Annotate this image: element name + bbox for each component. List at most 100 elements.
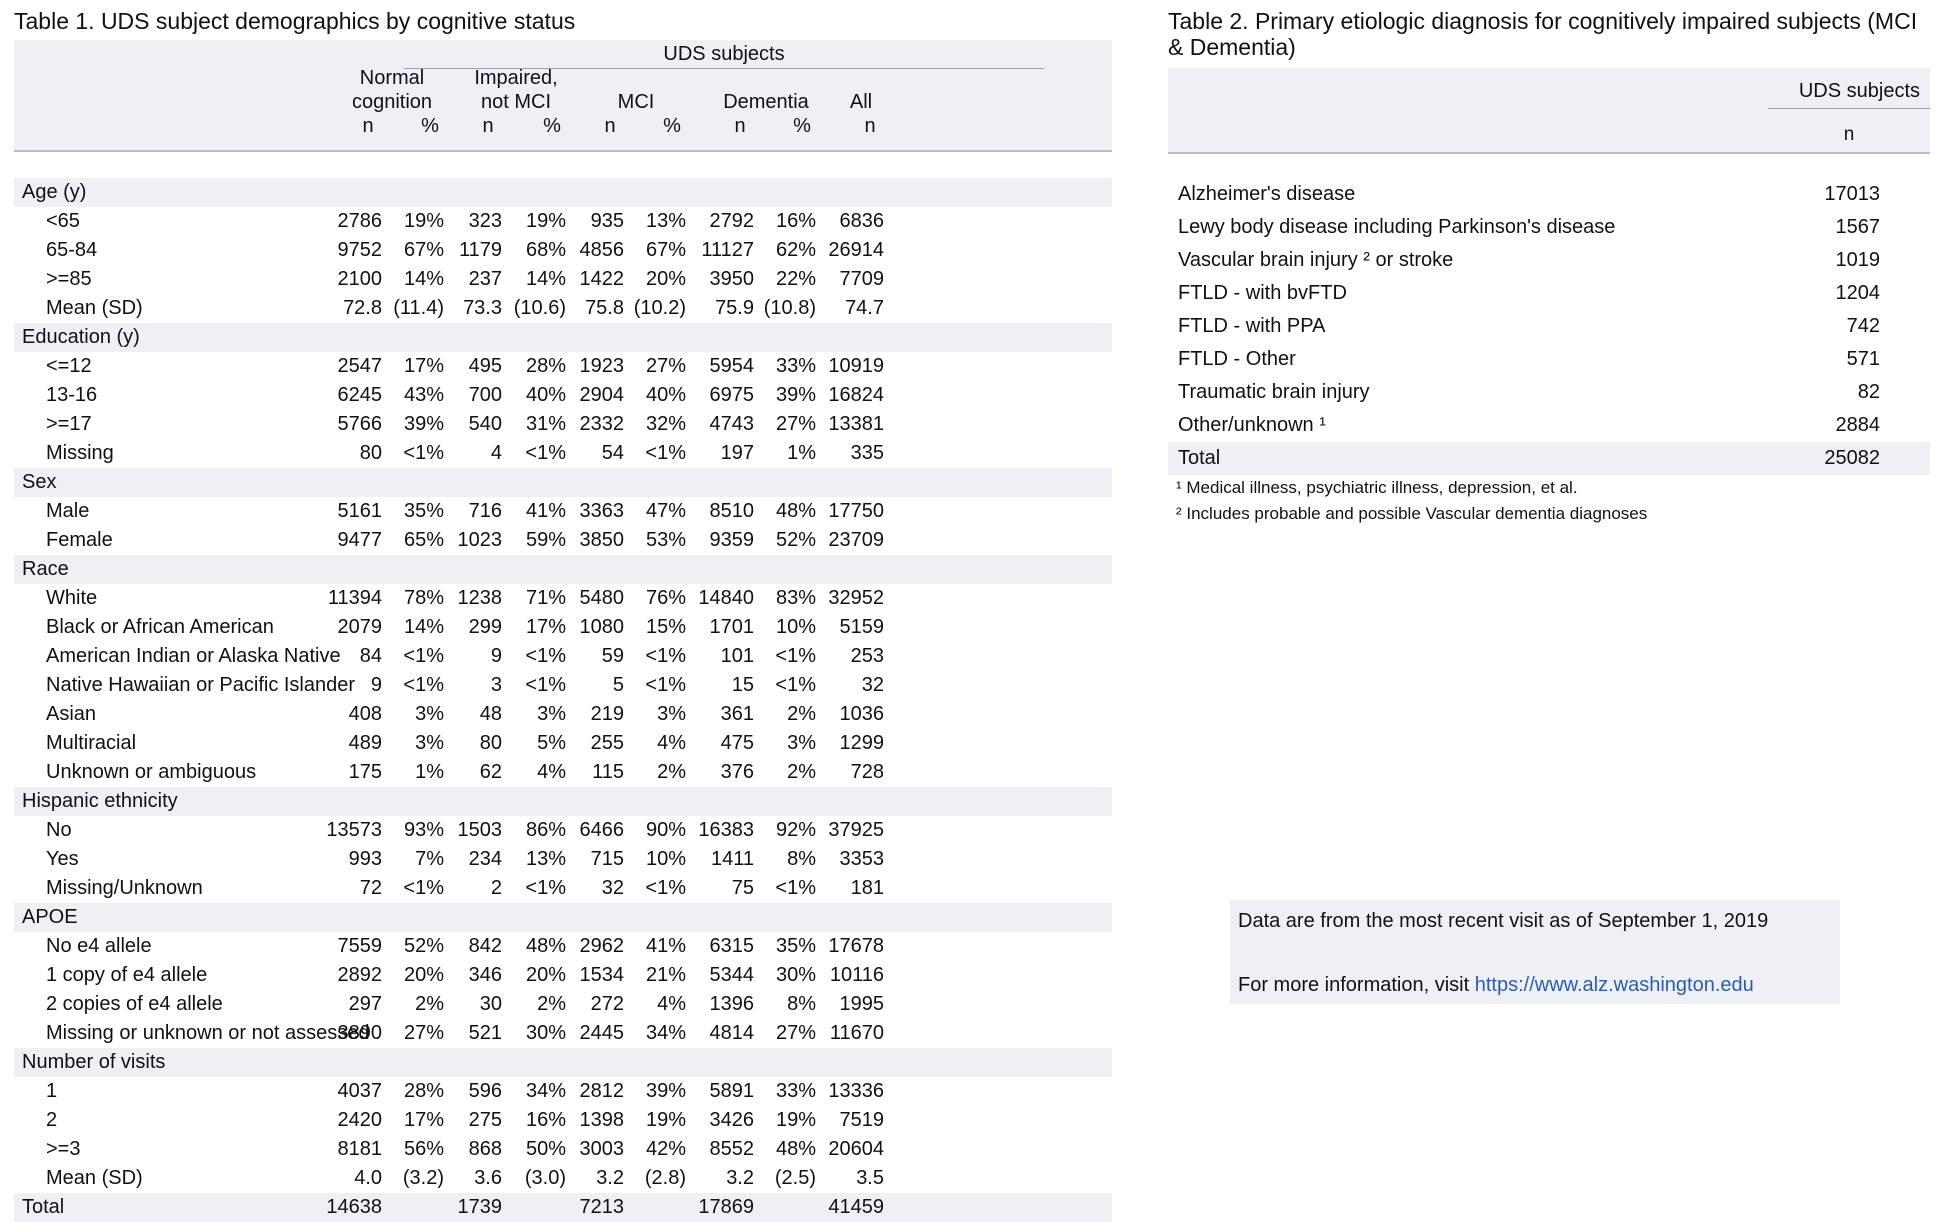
table-row: Yes 993 7% 234 13% 715 10% 1411 8% 3353 <box>14 845 1112 874</box>
table-cell: <1% <box>645 645 686 667</box>
table-cell: 4 <box>490 442 502 464</box>
row-label: Black or African American <box>46 616 274 638</box>
table-cell: 15% <box>645 616 686 638</box>
table-row: 65-84 9752 67% 1179 68% 4856 67% 11127 62% 26914 <box>14 236 1112 265</box>
table-cell: 6245 <box>337 384 383 406</box>
table-cell: 2786 <box>337 210 383 232</box>
table-cell: 4814 <box>709 1022 755 1044</box>
table-cell: 495 <box>468 355 502 377</box>
row-label: Unknown or ambiguous <box>46 761 257 783</box>
table-cell: 11127 <box>701 239 754 261</box>
row-label: No <box>46 819 72 841</box>
table-cell: 39% <box>645 1080 686 1102</box>
table-row: Other/unknown ¹ 2884 <box>1168 409 1930 442</box>
table-cell: 19% <box>645 1109 686 1131</box>
table-cell: 39% <box>403 413 444 435</box>
table-cell: 2812 <box>579 1080 625 1102</box>
table-cell: 28% <box>403 1080 444 1102</box>
row-label: Missing <box>46 442 114 464</box>
website-link[interactable]: https://www.alz.washington.edu <box>1474 974 1754 996</box>
table-cell: 5480 <box>579 587 625 609</box>
table-row: Female 9477 65% 1023 59% 3850 53% 9359 52% 23709 <box>14 526 1112 555</box>
table-cell: 21% <box>645 964 686 986</box>
table-cell: 27% <box>645 355 686 377</box>
table-row: Lewy body disease including Parkinson's … <box>1168 211 1930 244</box>
table-cell: 540 <box>468 413 502 435</box>
table-cell: 1036 <box>839 703 885 725</box>
table-cell: <1% <box>775 877 816 899</box>
table-cell: (10.2) <box>633 297 686 319</box>
table-cell: 5161 <box>337 500 383 522</box>
category-row: Education (y) <box>14 323 1112 352</box>
table-cell: 72 <box>359 877 382 899</box>
table-cell: 3426 <box>709 1109 755 1131</box>
table-cell: 197 <box>720 442 754 464</box>
table-cell: 2904 <box>579 384 625 406</box>
table-cell: 4% <box>657 993 686 1015</box>
table-cell: 16383 <box>698 819 754 841</box>
table-cell: 181 <box>850 877 884 899</box>
more-info-note: For more information, visit https://www.… <box>1238 974 1754 997</box>
table-cell: 2% <box>537 993 566 1015</box>
table-cell: 408 <box>348 703 382 725</box>
table-cell: 4.0 <box>354 1167 382 1189</box>
table-cell: 23709 <box>828 529 884 551</box>
table-cell: 14840 <box>698 587 754 609</box>
table-cell: 7213 <box>579 1196 625 1218</box>
table1-title: Table 1. UDS subject demographics by cog… <box>14 8 576 34</box>
table-cell: 3 <box>490 674 502 696</box>
footnote: ² Includes probable and possible Vascula… <box>1176 504 1648 523</box>
table-cell: 17750 <box>828 500 884 522</box>
table-cell: 76% <box>645 587 686 609</box>
table-cell: 20604 <box>828 1138 884 1160</box>
table-cell: 3.6 <box>474 1167 502 1189</box>
table-cell: 8510 <box>709 500 755 522</box>
table-cell: 32 <box>601 877 624 899</box>
row-label: 65-84 <box>46 239 98 261</box>
category-row: Age (y) <box>14 178 1112 207</box>
category-row: Number of visits <box>14 1048 1112 1077</box>
table-cell: 2547 <box>337 355 383 377</box>
table-cell: 15 <box>731 674 754 696</box>
table-cell: 13336 <box>828 1080 884 1102</box>
table-row: Vascular brain injury ² or stroke 1019 <box>1168 244 1930 277</box>
row-label: Lewy body disease including Parkinson's … <box>1178 216 1616 238</box>
table-row: Mean (SD) 72.8 (11.4) 73.3 (10.6) 75.8 (10.2) 7… <box>14 294 1112 323</box>
category-label: APOE <box>22 906 78 928</box>
table-row: >=85 2100 14% 237 14% 1422 20% 3950 22% 7709 <box>14 265 1112 294</box>
table-cell: 30% <box>525 1022 566 1044</box>
table-row: 1 copy of e4 allele 2892 20% 346 20% 1534 21% 5… <box>14 961 1112 990</box>
table-cell: 31% <box>525 413 566 435</box>
table-row: FTLD - Other 571 <box>1168 343 1930 376</box>
row-label: Missing or unknown or not assessed <box>46 1022 370 1044</box>
table-cell: (3.2) <box>402 1167 444 1189</box>
table-cell: 1701 <box>709 616 755 638</box>
row-label: Female <box>46 529 113 551</box>
table-cell: 32952 <box>828 587 884 609</box>
table-cell: 3% <box>415 703 444 725</box>
table-cell: 335 <box>850 442 884 464</box>
table-cell: 101 <box>720 645 754 667</box>
table-cell: 1299 <box>839 732 885 754</box>
table-cell: 2% <box>787 703 816 725</box>
table-cell: 1739 <box>457 1196 503 1218</box>
row-label: 1 <box>46 1080 58 1102</box>
table-cell: 26914 <box>828 239 884 261</box>
table-cell: 1% <box>415 761 444 783</box>
table-cell: 13% <box>645 210 686 232</box>
table-row: Multiracial 489 3% 80 5% 255 4% 475 3% 1299 <box>14 729 1112 758</box>
table-cell: 1422 <box>579 268 625 290</box>
table-cell: 4% <box>537 761 566 783</box>
table-cell: 14% <box>525 268 566 290</box>
row-label: FTLD - Other <box>1178 348 1296 370</box>
table-cell: 62 <box>479 761 502 783</box>
table-cell: 6466 <box>579 819 625 841</box>
table-cell: 80 <box>359 442 382 464</box>
table-cell: 175 <box>348 761 382 783</box>
table-cell: 3.2 <box>726 1167 754 1189</box>
table-cell: 5 <box>612 674 624 696</box>
table-cell: 34% <box>525 1080 566 1102</box>
row-label: 13-16 <box>46 384 98 406</box>
table-cell: 74.7 <box>845 297 884 319</box>
table-cell: 1179 <box>458 239 502 261</box>
